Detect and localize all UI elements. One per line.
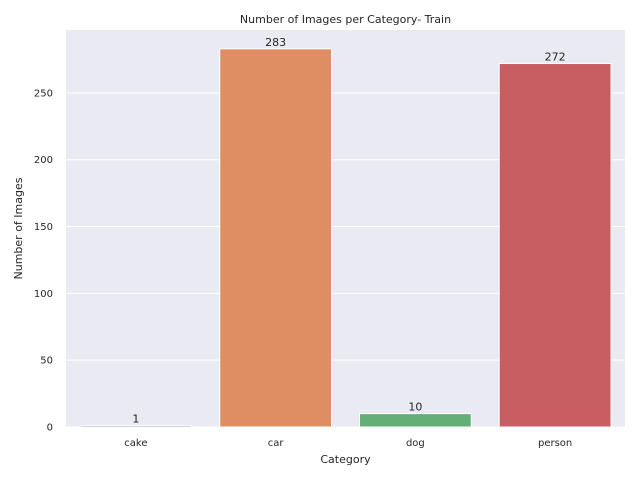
data-label-cake: 1: [132, 413, 139, 426]
y-tick-label: 100: [34, 289, 53, 300]
chart-title: Number of Images per Category- Train: [240, 13, 451, 26]
y-tick-label: 250: [34, 88, 53, 99]
y-tick-label: 0: [47, 423, 53, 434]
x-tick-label-cake: cake: [124, 438, 147, 449]
x-tick-label-dog: dog: [406, 438, 425, 449]
y-tick-labels: 0 50 100 150 200 250: [34, 88, 53, 433]
x-tick-label-person: person: [538, 438, 572, 449]
y-tick-label: 150: [34, 222, 53, 233]
y-tick-label: 50: [40, 356, 53, 367]
data-labels: 1 283 10 272: [132, 36, 565, 426]
bar-car: [219, 48, 333, 428]
x-tick-labels: cake car dog person: [124, 438, 572, 449]
bar-cake: [79, 425, 193, 428]
bar-person: [498, 63, 612, 428]
bars: [79, 48, 612, 428]
data-label-person: 272: [545, 51, 566, 64]
x-tick-label-car: car: [268, 438, 285, 449]
y-tick-label: 200: [34, 155, 53, 166]
data-label-dog: 10: [408, 401, 422, 414]
y-axis-label: Number of Images: [12, 177, 25, 279]
bar-dog: [358, 413, 472, 428]
data-label-car: 283: [265, 36, 286, 49]
x-axis-label: Category: [320, 453, 371, 466]
